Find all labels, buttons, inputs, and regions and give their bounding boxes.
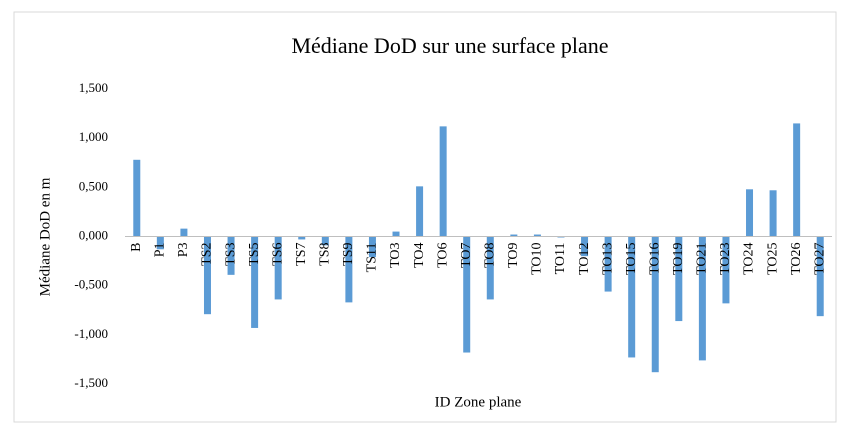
y-tick-label: -0,500 — [74, 277, 108, 292]
x-tick-label: TO7 — [459, 243, 474, 268]
bar — [698, 236, 706, 361]
x-tick-label: TO10 — [530, 243, 545, 275]
bar — [463, 236, 471, 353]
bar — [816, 236, 824, 317]
bar — [533, 234, 541, 237]
y-tick-label: 0,500 — [79, 178, 108, 193]
x-tick-label: TO6 — [435, 243, 450, 268]
x-tick-label: TS8 — [318, 243, 333, 266]
bar — [227, 236, 235, 275]
bar — [203, 236, 211, 315]
bar — [722, 236, 730, 304]
bar — [298, 236, 306, 240]
bar — [675, 236, 683, 322]
bar — [604, 236, 612, 292]
x-tick-label: TO16 — [647, 243, 662, 275]
x-tick-label: TO27 — [812, 243, 827, 275]
bar — [510, 234, 518, 237]
x-tick-label: P3 — [176, 243, 191, 258]
y-tick-label: 0,000 — [79, 227, 108, 242]
x-axis-label: ID Zone plane — [435, 394, 522, 410]
bar — [321, 236, 329, 246]
bar — [251, 236, 259, 328]
bar — [416, 186, 424, 237]
bar — [769, 190, 777, 237]
y-axis-label: Médiane DoD en m — [37, 177, 53, 296]
bar — [274, 236, 282, 300]
x-tick-label: B — [129, 243, 144, 252]
bar — [180, 228, 188, 237]
x-tick-label: TO23 — [718, 243, 733, 275]
bar — [133, 159, 141, 237]
bar — [368, 236, 376, 258]
x-tick-label: TS9 — [341, 243, 356, 266]
x-tick-label: TO4 — [412, 243, 427, 268]
x-tick-label: TO9 — [506, 242, 521, 267]
bar — [156, 236, 164, 250]
bar — [486, 236, 494, 300]
bar — [793, 123, 801, 237]
bar — [628, 236, 636, 358]
bar — [345, 236, 353, 303]
x-tick-label: TS5 — [247, 243, 262, 266]
x-tick-label: TO12 — [577, 243, 592, 275]
y-tick-label: 1,500 — [79, 80, 108, 95]
chart-title: Médiane DoD sur une surface plane — [291, 33, 608, 58]
x-tick-label: TO25 — [765, 243, 780, 275]
y-tick-label: 1,000 — [79, 129, 108, 144]
x-tick-label: TO24 — [742, 243, 757, 275]
x-tick-label: TO8 — [483, 242, 498, 267]
bar — [439, 126, 447, 237]
x-tick-label: TO3 — [388, 243, 403, 268]
x-tick-label: TS3 — [223, 243, 238, 266]
x-tick-label: TO13 — [600, 242, 615, 274]
x-tick-label: TO15 — [624, 243, 639, 275]
x-tick-label: TO19 — [671, 242, 686, 274]
y-tick-label: -1,500 — [74, 375, 108, 390]
bar — [581, 236, 589, 257]
x-tick-label: TO21 — [695, 243, 710, 275]
x-tick-label: TO26 — [789, 243, 804, 275]
x-tick-label: TS6 — [270, 242, 285, 265]
bar — [746, 189, 754, 237]
x-tick-label: TO11 — [553, 243, 568, 275]
x-tick-label: TS11 — [365, 243, 380, 273]
x-tick-label: TS2 — [200, 243, 215, 266]
bar — [392, 231, 400, 237]
x-tick-label: P1 — [153, 243, 168, 258]
x-tick-label: TS7 — [294, 243, 309, 266]
y-tick-label: -1,000 — [74, 326, 108, 341]
bar — [651, 236, 659, 373]
